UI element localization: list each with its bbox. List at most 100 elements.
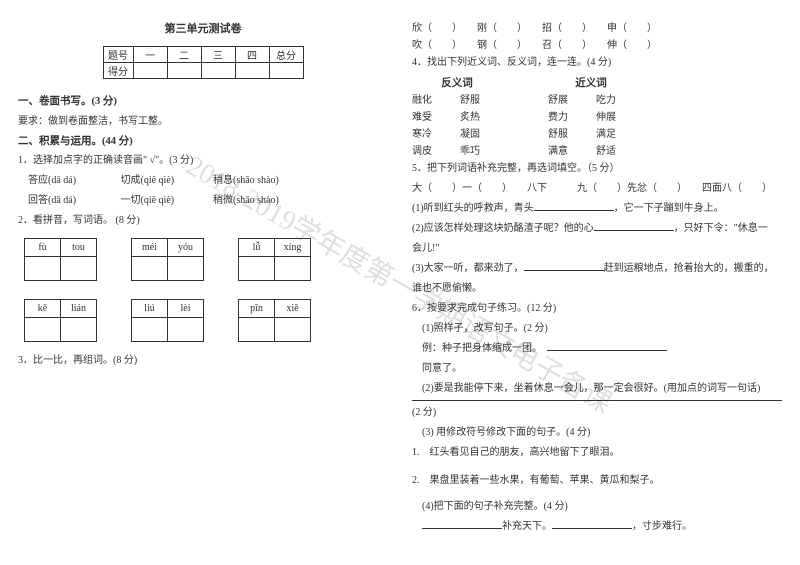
pinyin-cell: xiě (275, 300, 311, 318)
divider (412, 400, 782, 401)
char-cell (239, 257, 275, 281)
char-cell (25, 257, 61, 281)
syn-heading: 反义词 近义词 (412, 75, 782, 90)
word: 寒冷 (412, 126, 460, 143)
score-table: 题号 一 二 三 四 总分 得分 (103, 46, 304, 79)
question-sub: (1)听到红头的呼救声，青头，它一下子蹦到牛身上。 (412, 200, 782, 217)
question-sub: (2)应该怎样处理这块奶酪渣子呢？他的心，只好下令："休息一 (412, 220, 782, 237)
pinyin-cell: yóu (168, 239, 204, 257)
text: (2)应该怎样处理这块奶酪渣子呢？他的心 (412, 223, 594, 234)
sentence: 1. 红头看见自己的朋友，高兴地留下了眼泪。 (412, 444, 782, 461)
pinyin-grid: pīnxiě (238, 299, 311, 342)
sentence: 2. 果盘里装着一些水果，有葡萄、苹果、黄瓜和梨子。 (412, 472, 782, 489)
pinyin-cell: tou (61, 239, 97, 257)
question: 5．把下列词语补充完整，再选词填空。（5 分） (412, 160, 782, 177)
blank (547, 340, 667, 351)
question: 1．选择加点字的正确读音画" √"。(3 分) (18, 152, 388, 169)
word: 凝固 (460, 126, 508, 143)
pinyin-grid: fùtou (24, 238, 97, 281)
pinyin-cell: pīn (239, 300, 275, 318)
question-sub: 谁也不愿偷懒。 (412, 280, 782, 297)
char-cell (168, 318, 204, 342)
text: 答应(dā dá) (28, 172, 118, 189)
pinyin-cell: lèi (168, 300, 204, 318)
char-cell (239, 318, 275, 342)
blank (594, 220, 674, 231)
text: 同意了。 (422, 363, 462, 374)
question-sub: (3)大家一听，都来劲了， 赶到运粮地点，抢着抬大的，搬重的， (412, 260, 782, 277)
syn-row: 调皮乖巧满意舒适 (412, 143, 782, 160)
question-sub: (2)要是我能停下来，坐着休息一会儿，那一定会很好。(用加点的词写一句话) (412, 380, 782, 397)
text: 赶到运粮地点，抢着抬大的，搬重的， (604, 263, 774, 274)
cell: 四 (235, 47, 269, 63)
cell: 一 (133, 47, 167, 63)
char-cell (132, 318, 168, 342)
text: ，它一下子蹦到牛身上。 (614, 203, 724, 214)
text: 稍微(shāo shào) (213, 195, 279, 206)
points: (2 分) (412, 404, 782, 421)
question-sub: (4)把下面的句子补充完整。(4 分) (412, 498, 782, 515)
char-cell (61, 318, 97, 342)
left-column: 第三单元测试卷 题号 一 二 三 四 总分 得分 一、卷面书写。(3 分) 要求… (18, 20, 388, 545)
word: 乖巧 (460, 143, 508, 160)
question: 3．比一比，再组词。(8 分) (18, 352, 388, 369)
page: 第三单元测试卷 题号 一 二 三 四 总分 得分 一、卷面书写。(3 分) 要求… (0, 0, 800, 565)
syn-row: 融化舒服 舒展吃力 (412, 92, 782, 109)
cell: 总分 (269, 47, 303, 63)
pinyin-cell: méi (132, 239, 168, 257)
question: 2．看拼音，写词语。 (8 分) (18, 212, 388, 229)
cell (269, 63, 303, 79)
cell: 三 (201, 47, 235, 63)
pinyin-cell: lián (61, 300, 97, 318)
word: 舒适 (596, 143, 644, 160)
doc-title: 第三单元测试卷 (18, 20, 388, 36)
pinyin-cell: liú (132, 300, 168, 318)
text: (3)大家一听，都来劲了， (412, 263, 524, 274)
question: 6．按要求完成句子练习。(12 分) (412, 300, 782, 317)
word: 融化 (412, 92, 460, 109)
cell (167, 63, 201, 79)
pinyin-grid: méiyóu (131, 238, 204, 281)
blank (524, 260, 604, 271)
question-line: 回答(dā dá) 一切(qiē qiè) 稍微(shāo shào) (18, 192, 388, 209)
char-cell (275, 257, 311, 281)
question: 4．找出下列近义词、反义词，连一连。(4 分) (412, 54, 782, 71)
char-cell (25, 318, 61, 342)
pinyin-grid: kělián (24, 299, 97, 342)
table-row: 题号 一 二 三 四 总分 (103, 47, 303, 63)
char-cell (168, 257, 204, 281)
question-sub: 同意了。 (412, 360, 782, 377)
char-cell (275, 318, 311, 342)
char-cell (132, 257, 168, 281)
pinyin-cell: lǚ (239, 239, 275, 257)
text: 切成(qiē qiè) (121, 172, 211, 189)
question-sub: 会儿!" (412, 240, 782, 257)
text: ，寸步难行。 (632, 521, 692, 532)
word: 舒服 (548, 126, 596, 143)
word: 费力 (548, 109, 596, 126)
question-line: 大（ ）一（ ） 八下 九（ ）先忿（ ） 四面八（ ） (412, 180, 782, 197)
synonym-label: 近义词 (546, 75, 636, 90)
bracket-line: 吹（ ） 钢（ ） 召（ ） 伸（ ） (412, 37, 782, 54)
word: 舒展 (548, 92, 596, 109)
pinyin-grids: fùtou méiyóu lǚxíng kělián liúlèi pīnxiě (18, 232, 388, 352)
section-heading: 一、卷面书写。(3 分) (18, 93, 388, 108)
pinyin-grid: lǚxíng (238, 238, 311, 281)
word: 伸展 (596, 109, 644, 126)
blank (552, 518, 632, 529)
text: 一切(qiē qiè) (121, 192, 211, 209)
cell (201, 63, 235, 79)
cell: 题号 (103, 47, 133, 63)
blank (534, 200, 614, 211)
example-text: 例：种子把身体缩成一团。 (412, 340, 782, 357)
syn-row: 难受炙热费力伸展 (412, 109, 782, 126)
word: 舒服 (460, 92, 508, 109)
bracket-line: 欣（ ） 刚（ ） 招（ ） 申（ ） (412, 20, 782, 37)
section-heading: 二、积累与运用。(44 分) (18, 133, 388, 148)
word: 吃力 (596, 92, 644, 109)
question-sub: (3) 用修改符号修改下面的句子。(4 分) (412, 424, 782, 441)
word: 满意 (548, 143, 596, 160)
right-column: 欣（ ） 刚（ ） 招（ ） 申（ ） 吹（ ） 钢（ ） 召（ ） 伸（ ） … (412, 20, 782, 545)
text: 稍息(shāo shào) (213, 175, 279, 186)
word: 炙热 (460, 109, 508, 126)
